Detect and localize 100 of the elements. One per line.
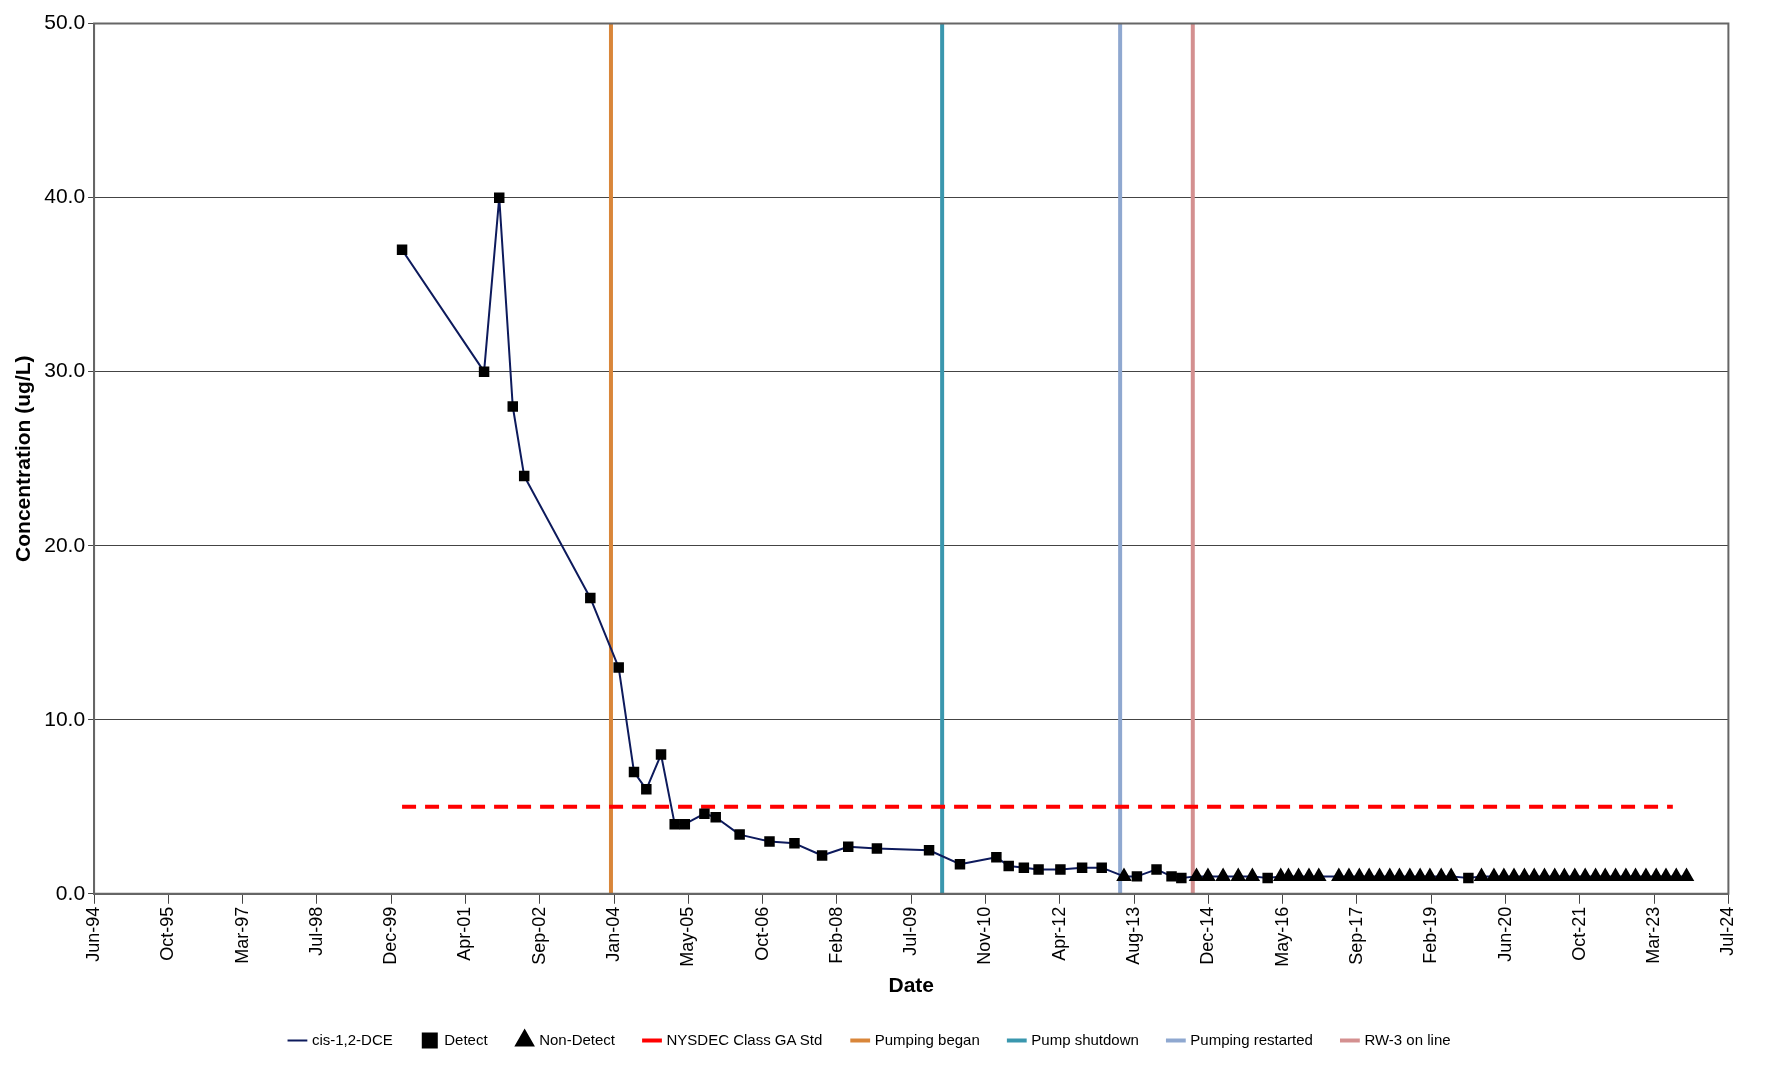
point: [1578, 868, 1593, 881]
point: [1200, 868, 1215, 881]
point: [1076, 862, 1088, 873]
point: [1537, 868, 1552, 881]
point: [923, 845, 935, 856]
point: [628, 766, 640, 778]
point: [843, 841, 854, 853]
point: [1055, 864, 1066, 875]
point: [1474, 868, 1489, 881]
point: [1527, 868, 1542, 881]
point: [669, 818, 680, 830]
y-tick-label: 0.0: [55, 880, 86, 904]
point: [816, 850, 828, 861]
y-axis-title: Concentration (ug/L): [11, 355, 35, 562]
point: [1189, 868, 1204, 881]
point: [764, 836, 775, 847]
point: [1018, 862, 1030, 873]
point: [1669, 868, 1684, 881]
x-tick-label: Oct-21: [1568, 906, 1589, 961]
legend-label: NYSDEC Class GA Std: [666, 1030, 823, 1048]
point: [1402, 868, 1417, 881]
point: [1372, 868, 1387, 881]
point: [1176, 872, 1187, 884]
legend-label: Detect: [444, 1030, 489, 1048]
point: [1628, 868, 1643, 881]
point: [1618, 868, 1633, 881]
legend-label: RW-3 on line: [1364, 1030, 1451, 1048]
x-tick-label: Nov-10: [974, 906, 995, 965]
x-tick-label: Apr-01: [454, 906, 475, 961]
point: [1262, 872, 1273, 884]
point: [518, 470, 530, 482]
point: [1444, 868, 1459, 881]
x-tick-label: Oct-95: [157, 906, 178, 961]
point: [1598, 868, 1613, 881]
point: [396, 244, 408, 256]
y-tick-label: 10.0: [44, 706, 86, 730]
point: [1216, 868, 1231, 881]
y-tick-label: 50.0: [44, 10, 86, 34]
x-tick-label: Dec-99: [380, 906, 401, 965]
point: [1131, 871, 1143, 882]
x-axis-title: Date: [888, 973, 934, 997]
y-tick-label: 40.0: [44, 184, 86, 208]
point: [1392, 868, 1407, 881]
point: [991, 851, 1002, 863]
point: [1557, 868, 1572, 881]
y-tick-label: 30.0: [44, 358, 86, 382]
point: [1033, 864, 1044, 875]
point: [954, 858, 966, 870]
point: [1166, 871, 1177, 882]
x-tick-label: Sep-17: [1345, 906, 1366, 965]
x-tick-label: Aug-13: [1123, 906, 1144, 965]
x-tick-label: Jul-09: [900, 906, 921, 956]
x-tick-label: Dec-14: [1197, 906, 1218, 965]
point: [478, 366, 490, 377]
x-tick-label: Oct-06: [751, 906, 772, 961]
point: [1679, 868, 1694, 881]
point: [1382, 868, 1397, 881]
x-tick-label: Jul-24: [1717, 906, 1738, 956]
legend-label: Pumping restarted: [1190, 1030, 1313, 1048]
point: [613, 662, 624, 673]
y-tick-label: 20.0: [44, 532, 86, 556]
point: [710, 811, 721, 823]
point: [679, 818, 691, 830]
point: [641, 784, 652, 795]
x-tick-label: Mar-23: [1643, 906, 1664, 964]
point: [1003, 860, 1014, 872]
point: [699, 808, 710, 819]
x-tick-label: Feb-19: [1420, 906, 1441, 964]
point: [1151, 864, 1162, 875]
point: [1547, 868, 1562, 881]
x-tick-label: Apr-12: [1048, 906, 1069, 961]
x-tick-label: May-05: [677, 906, 698, 967]
point: [1096, 862, 1107, 873]
point: [493, 192, 505, 203]
point: [1463, 872, 1474, 884]
x-tick-label: Jan-04: [603, 906, 624, 962]
point: [1567, 868, 1582, 881]
point: [1331, 868, 1346, 881]
point: [1638, 868, 1653, 881]
point: [1608, 868, 1623, 881]
point: [585, 592, 596, 604]
point: [1362, 868, 1377, 881]
point: [1291, 868, 1306, 881]
x-tick-label: Feb-08: [825, 906, 846, 964]
legend-label: Pump shutdown: [1031, 1030, 1139, 1048]
point: [871, 843, 883, 854]
x-tick-label: May-16: [1271, 906, 1292, 967]
point: [1116, 868, 1132, 881]
x-tick-label: Sep-02: [528, 906, 549, 965]
x-tick-label: Jun-20: [1494, 906, 1515, 962]
point: [734, 829, 745, 840]
point: [1245, 868, 1260, 881]
point: [655, 749, 667, 760]
legend-label: Pumping began: [874, 1030, 980, 1048]
x-tick-label: Jul-98: [305, 906, 326, 956]
x-tick-label: Jun-94: [83, 906, 104, 962]
point: [507, 401, 518, 412]
point: [789, 838, 800, 849]
point: [1231, 868, 1246, 881]
legend-label: Non-Detect: [539, 1030, 616, 1048]
